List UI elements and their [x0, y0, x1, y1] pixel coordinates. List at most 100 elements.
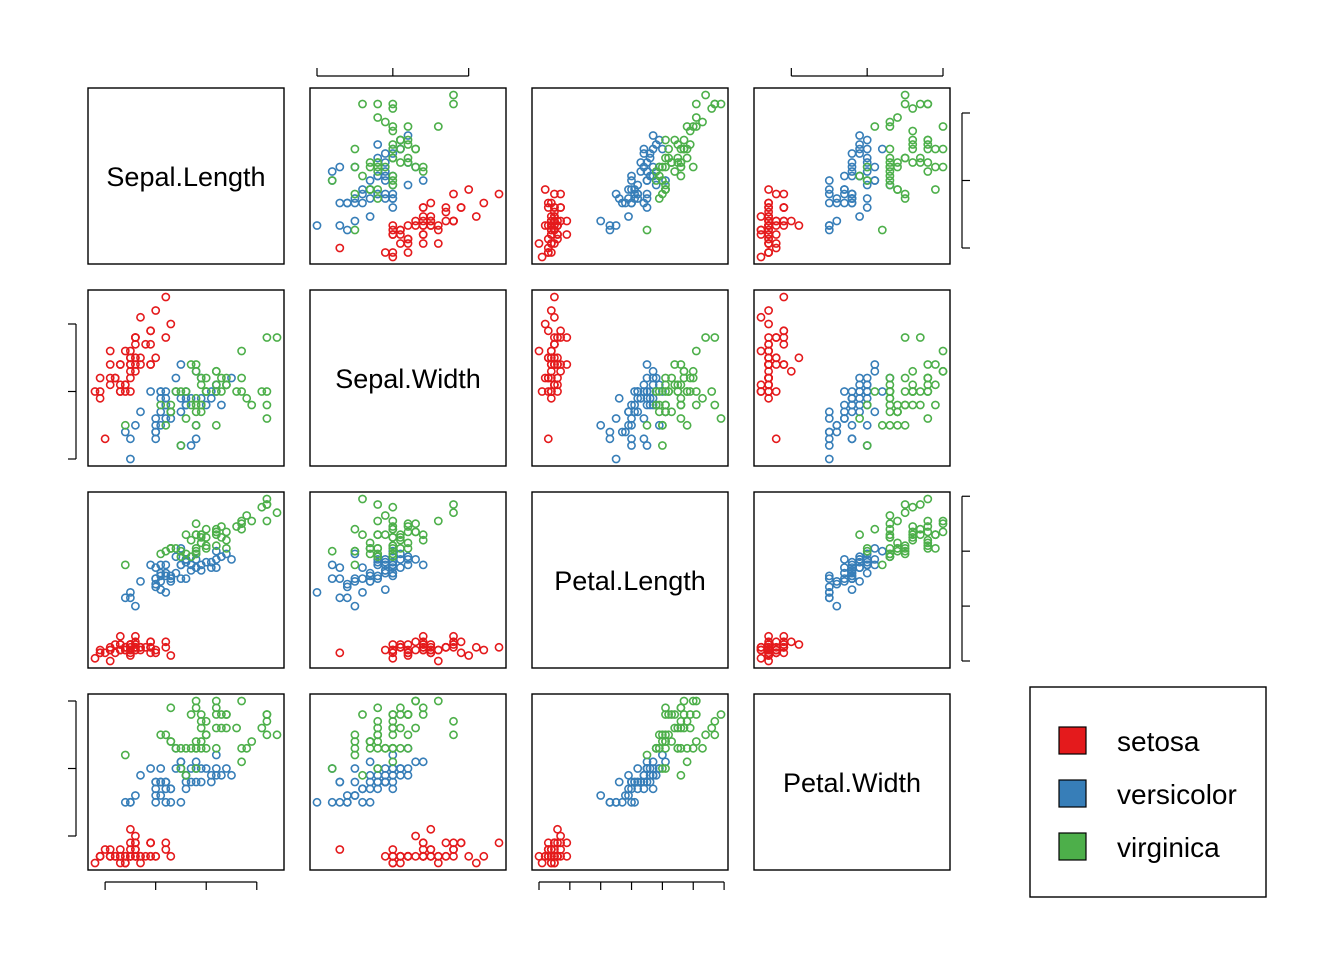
point-versicolor-41 [151, 784, 161, 794]
point-versicolor-34 [661, 176, 670, 185]
point-virginica-47 [191, 737, 201, 746]
variable-label-petal-width: Petal.Width [783, 768, 921, 798]
point-versicolor-20 [350, 194, 360, 203]
point-virginica-47 [893, 162, 902, 172]
point-setosa-41 [125, 648, 135, 658]
point-virginica-31 [691, 737, 701, 746]
point-setosa-19 [161, 637, 171, 647]
point-virginica-50 [661, 743, 670, 753]
point-setosa-32 [146, 360, 155, 369]
point-versicolor-6 [161, 560, 171, 570]
point-versicolor-13 [627, 176, 636, 185]
point-virginica-49 [186, 360, 196, 369]
panel-frame [531, 491, 729, 669]
point-versicolor-42 [645, 770, 655, 780]
point-setosa-24 [786, 216, 796, 226]
point-virginica-14 [350, 189, 360, 199]
point-versicolor-32 [151, 797, 161, 807]
point-setosa-25 [418, 230, 428, 239]
point-versicolor-49 [350, 601, 360, 611]
point-setosa-16 [494, 838, 504, 848]
point-setosa-15 [464, 851, 474, 861]
point-versicolor-41 [639, 414, 649, 423]
point-versicolor-18 [824, 185, 834, 194]
point-setosa-50 [764, 221, 773, 230]
point-setosa-33 [471, 858, 481, 868]
point-versicolor-34 [176, 544, 186, 553]
point-virginica-1 [688, 696, 698, 706]
point-versicolor-13 [176, 574, 186, 583]
point-virginica-36 [691, 387, 701, 396]
point-setosa-16 [779, 189, 789, 199]
point-setosa-45 [449, 631, 458, 641]
point-virginica-17 [885, 153, 895, 163]
point-setosa-35 [395, 225, 405, 235]
point-versicolor-3 [221, 764, 231, 773]
panel-petal-length-vs-petal-length: Petal.Length [531, 491, 729, 669]
point-virginica-28 [885, 171, 895, 181]
point-virginica-33 [373, 716, 383, 726]
point-setosa-45 [779, 631, 789, 641]
point-virginica-22 [156, 730, 166, 740]
point-virginica-9 [350, 524, 360, 534]
point-virginica-48 [388, 730, 398, 740]
point-virginica-4 [380, 162, 390, 172]
point-versicolor-10 [855, 212, 864, 221]
point-versicolor-10 [136, 407, 145, 417]
point-virginica-22 [654, 194, 664, 203]
point-versicolor-35 [388, 203, 398, 212]
point-virginica-32 [272, 333, 282, 342]
point-setosa-39 [543, 387, 553, 396]
point-virginica-43 [166, 737, 176, 746]
point-virginica-32 [900, 508, 910, 518]
point-virginica-37 [931, 162, 940, 172]
point-versicolor-19 [327, 560, 337, 570]
point-versicolor-8 [824, 225, 834, 235]
point-setosa-17 [456, 203, 466, 212]
point-versicolor-13 [327, 574, 337, 583]
point-virginica-13 [216, 387, 226, 396]
point-virginica-49 [670, 710, 680, 719]
panel-petal-width-vs-petal-width: Petal.Width [753, 693, 951, 871]
point-versicolor-32 [617, 198, 627, 208]
point-setosa-14 [388, 653, 398, 663]
point-setosa-33 [550, 312, 559, 322]
point-virginica-8 [698, 117, 707, 127]
point-setosa-17 [146, 326, 155, 336]
point-versicolor-21 [403, 552, 413, 562]
point-versicolor-40 [151, 574, 161, 583]
point-versicolor-35 [862, 203, 872, 212]
point-virginica-35 [358, 770, 367, 780]
point-setosa-37 [151, 353, 161, 363]
point-virginica-20 [862, 441, 872, 450]
point-setosa-47 [553, 851, 562, 861]
point-virginica-28 [654, 387, 664, 396]
point-versicolor-42 [388, 557, 398, 567]
point-versicolor-15 [614, 777, 624, 787]
point-versicolor-12 [862, 568, 872, 578]
point-virginica-8 [242, 511, 252, 520]
point-virginica-18 [449, 500, 458, 509]
point-setosa-15 [464, 651, 474, 660]
point-versicolor-32 [824, 582, 834, 592]
legend-label: versicolor [1117, 779, 1237, 810]
point-setosa-43 [764, 248, 773, 257]
point-versicolor-38 [335, 162, 345, 172]
point-versicolor-24 [181, 784, 191, 794]
point-virginica-22 [373, 194, 383, 203]
point-virginica-35 [676, 171, 686, 181]
point-virginica-41 [676, 144, 686, 154]
point-versicolor-42 [645, 171, 655, 181]
point-setosa-47 [764, 216, 773, 226]
point-versicolor-50 [847, 189, 857, 199]
point-versicolor-23 [350, 549, 360, 559]
point-versicolor-48 [186, 566, 196, 575]
point-versicolor-50 [630, 777, 639, 787]
point-virginica-22 [900, 549, 910, 559]
point-versicolor-16 [211, 563, 221, 572]
panel-sepal-length-vs-petal-width [753, 87, 951, 265]
point-virginica-8 [380, 511, 390, 520]
point-setosa-23 [105, 656, 115, 666]
point-virginica-46 [388, 710, 398, 719]
point-virginica-42 [221, 380, 231, 390]
